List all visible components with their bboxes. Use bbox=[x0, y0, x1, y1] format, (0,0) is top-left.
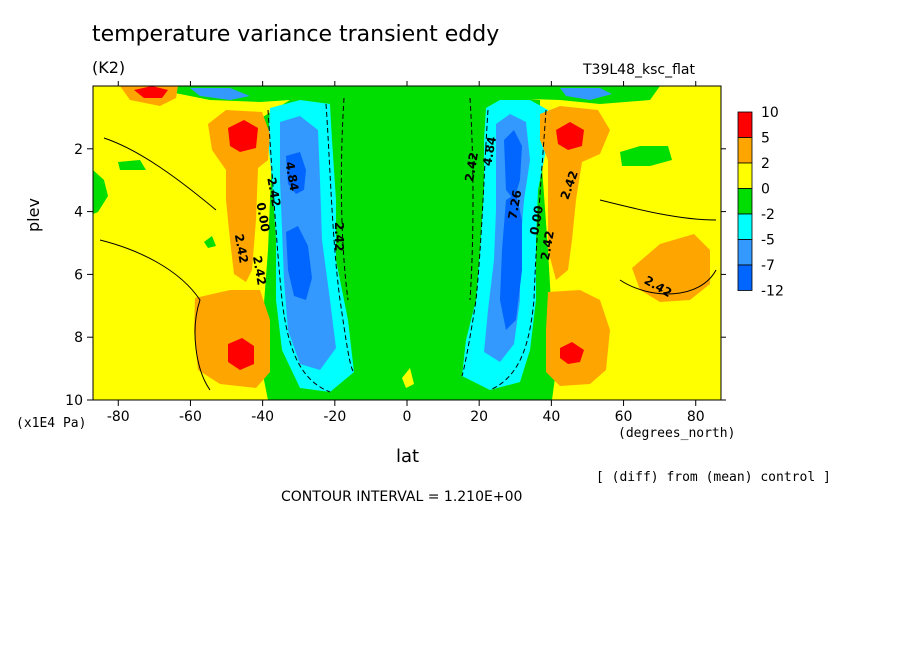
contour-center-dashed-left bbox=[340, 97, 349, 301]
chart-title: temperature variance transient eddy bbox=[92, 22, 500, 47]
fill-green-left-edge bbox=[93, 170, 108, 214]
colorbar-swatch bbox=[737, 213, 753, 240]
colorbar-swatch bbox=[737, 239, 753, 266]
contour-right-solid-2 bbox=[599, 199, 717, 221]
contour-right-dashed-1 bbox=[489, 109, 547, 391]
x-tick-label: 20 bbox=[470, 409, 488, 425]
contour-label: 0.00 bbox=[253, 201, 272, 233]
contour-label: 2.42 bbox=[232, 233, 251, 265]
fill-red-right-upper bbox=[556, 122, 584, 150]
fill-blue-top-right bbox=[560, 88, 612, 100]
contour-label: 4.84 bbox=[282, 161, 301, 193]
fill-orange-right-lower bbox=[546, 290, 610, 386]
fill-red-right-lower bbox=[560, 342, 584, 364]
fill-green-right-patch bbox=[620, 146, 672, 166]
contour-label: 2.42 bbox=[538, 230, 557, 262]
fill-red-left-lower bbox=[228, 338, 254, 370]
colorbar-label: -5 bbox=[761, 233, 775, 249]
y-tick-label: 8 bbox=[74, 330, 83, 346]
colorbar-swatch bbox=[737, 111, 753, 138]
colorbar-label: 2 bbox=[761, 156, 770, 172]
colorbar-swatch bbox=[737, 264, 753, 291]
y-tick-label: 6 bbox=[74, 267, 83, 283]
contour-label: 0.00 bbox=[527, 205, 546, 237]
contour-label: 4.84 bbox=[480, 135, 499, 167]
fill-red-left-top bbox=[134, 86, 168, 98]
x-tick-label: 60 bbox=[615, 409, 633, 425]
fill-orange-left-upper bbox=[208, 110, 270, 282]
contour-lines bbox=[99, 97, 717, 393]
fill-green-left-dot bbox=[204, 236, 216, 248]
fill-orange-left-lower bbox=[194, 290, 270, 388]
colorbar-label: -12 bbox=[761, 284, 784, 300]
x-axis-unit: (degrees_north) bbox=[618, 426, 736, 441]
x-tick-label: -60 bbox=[179, 409, 202, 425]
x-tick-label: 40 bbox=[542, 409, 560, 425]
x-tick-label: -80 bbox=[107, 409, 130, 425]
contour-label: 2.42 bbox=[332, 222, 346, 252]
contour-left-solid-2 bbox=[103, 137, 217, 211]
contour-interval: CONTOUR INTERVAL = 1.210E+00 bbox=[281, 489, 523, 505]
colorbar-label: 5 bbox=[761, 131, 770, 147]
fill-blue-right-lower bbox=[500, 194, 522, 330]
contour-right-solid bbox=[619, 269, 717, 295]
colorbar-label: 10 bbox=[761, 105, 779, 121]
colorbar-swatch bbox=[737, 137, 753, 164]
y-tick-label: 2 bbox=[74, 142, 83, 158]
x-tick-label: 80 bbox=[687, 409, 705, 425]
contour-label: 2.42 bbox=[250, 255, 269, 287]
experiment-label: T39L48_ksc_flat bbox=[583, 62, 695, 78]
x-tick-label: -40 bbox=[251, 409, 274, 425]
contour-right-dashed-2 bbox=[461, 109, 489, 377]
fill-blue-top-left bbox=[190, 88, 250, 100]
fill-green-left-small bbox=[118, 160, 146, 170]
chart-units: (K2) bbox=[92, 58, 126, 77]
contour-label: 2.42 bbox=[264, 176, 283, 208]
y-tick-label: 4 bbox=[74, 205, 83, 221]
colorbar-label: 0 bbox=[761, 182, 770, 198]
contour-center-dashed-right bbox=[469, 97, 474, 301]
x-tick-label: -20 bbox=[323, 409, 346, 425]
contour-label: 7.26 bbox=[505, 189, 524, 221]
y-tick-label: 10 bbox=[65, 393, 83, 409]
fill-blue-right-upper bbox=[504, 130, 522, 200]
colorbar-label: -2 bbox=[761, 207, 775, 223]
colorbar-swatch bbox=[737, 162, 753, 189]
x-axis-label: lat bbox=[396, 446, 420, 467]
fill-blue-left-lower bbox=[286, 226, 312, 300]
diff-note: [ (diff) from (mean) control ] bbox=[596, 470, 831, 485]
contour-label: 2.42 bbox=[462, 151, 481, 183]
x-tick-label: 0 bbox=[403, 409, 412, 425]
axes: -80 -60 -40 -20 0 20 40 60 80 2 4 6 8 10 bbox=[65, 81, 726, 425]
colorbar-label: -7 bbox=[761, 258, 775, 274]
contour-fill-layer bbox=[93, 86, 721, 400]
fill-green-top bbox=[150, 86, 660, 104]
contour-left-solid bbox=[99, 239, 211, 391]
colorbar: 10 5 2 0 -2 -5 -7 -12 bbox=[737, 105, 784, 300]
colorbar-swatch bbox=[737, 188, 753, 215]
contour-left-dashed-1 bbox=[267, 109, 331, 393]
fill-orange-right-far bbox=[632, 234, 710, 302]
fill-blue-left-upper bbox=[286, 152, 306, 194]
fill-red-left-upper bbox=[228, 120, 258, 152]
fill-yellow-spike bbox=[402, 368, 414, 388]
contour-left-dashed-2 bbox=[325, 103, 355, 373]
y-axis-unit: (x1E4 Pa) bbox=[16, 416, 87, 431]
fill-orange-right-upper bbox=[540, 106, 610, 280]
